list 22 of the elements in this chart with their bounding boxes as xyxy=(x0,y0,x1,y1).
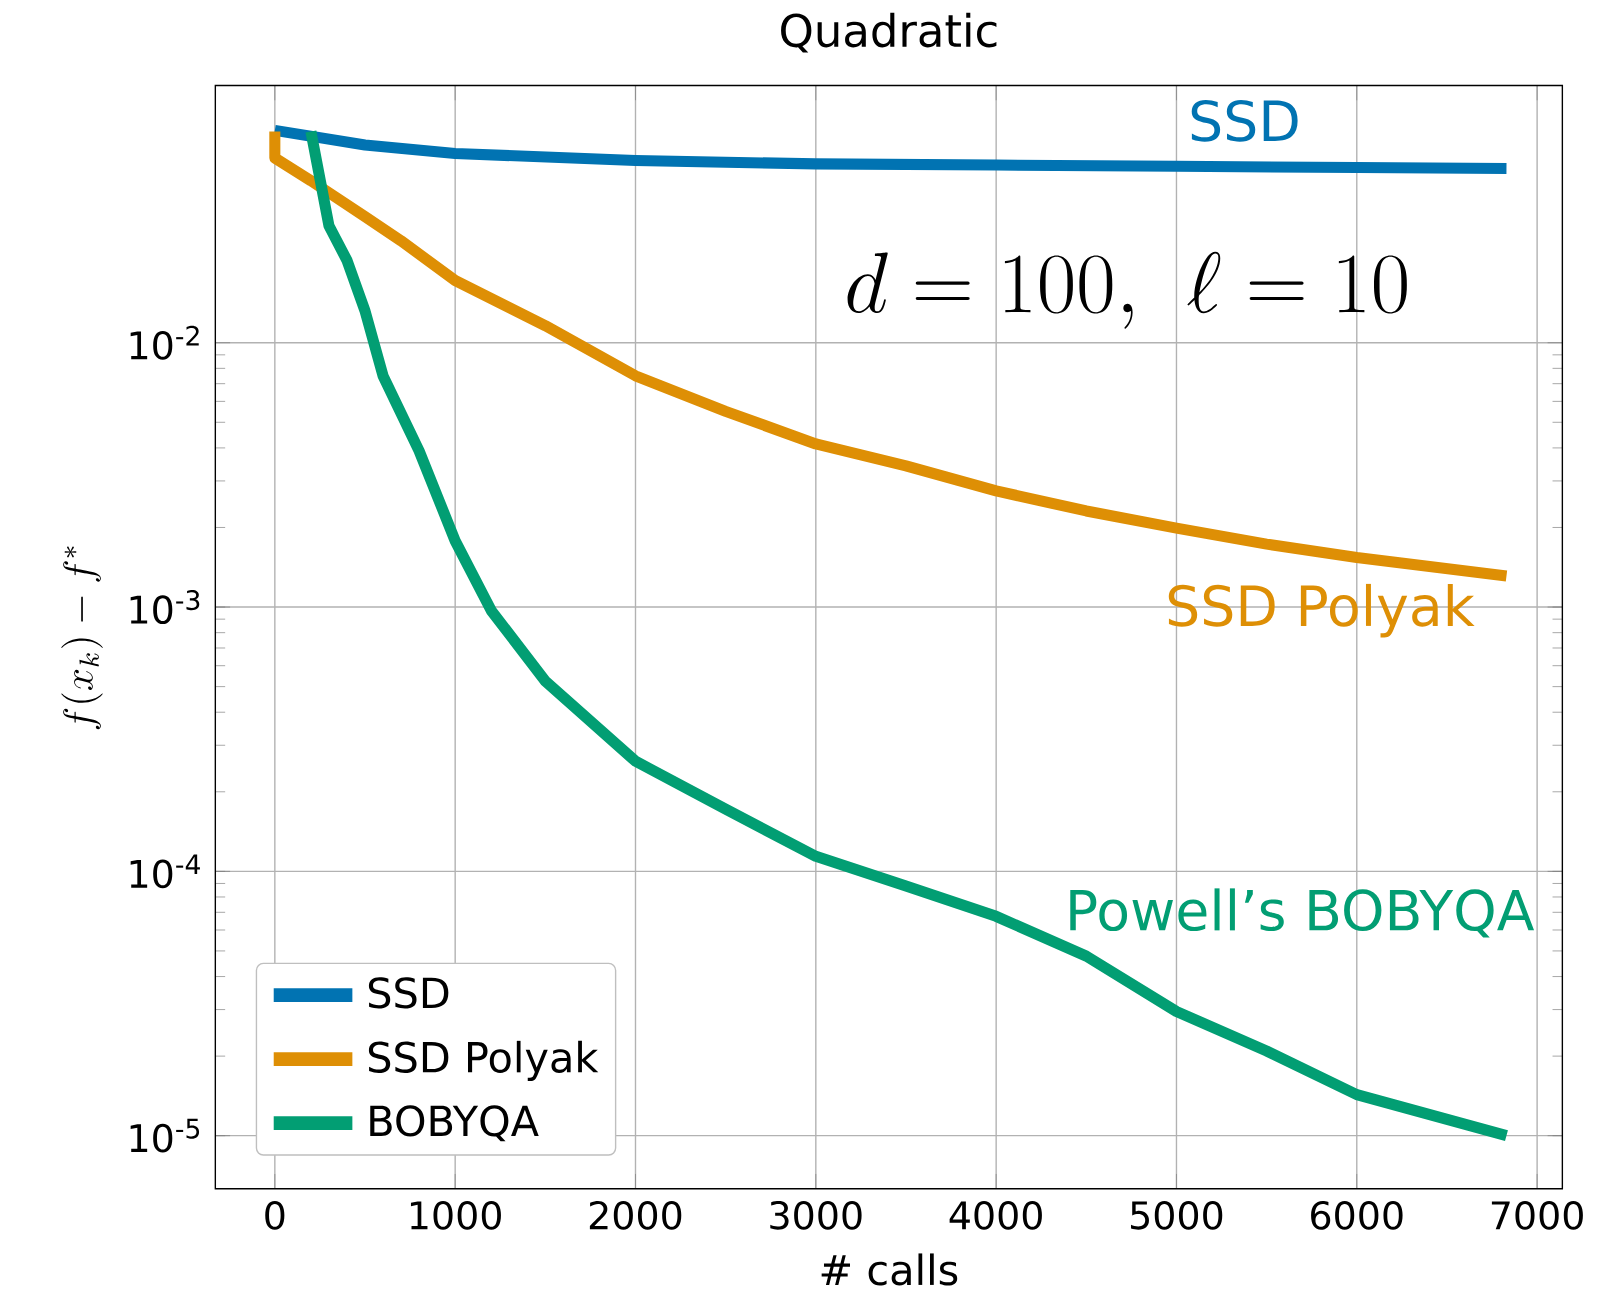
y-tick-label: 10$^{-4}$ xyxy=(130,854,200,889)
x-tick-label: 3000 xyxy=(770,1201,862,1230)
x-tick-label: 6000 xyxy=(1311,1201,1403,1230)
legend-label: SSD xyxy=(368,977,449,1009)
annotation: $d = 100,\ \ell = 10$ xyxy=(847,251,1407,329)
x-tick-label: 2000 xyxy=(589,1201,682,1230)
x-tick-label: 5000 xyxy=(1131,1201,1223,1230)
legend-label: SSD Polyak xyxy=(368,1040,599,1082)
chart-title: Quadratic xyxy=(781,12,997,53)
x-tick-label: 4000 xyxy=(949,1201,1042,1230)
annotation: SSD Polyak xyxy=(1168,584,1475,638)
y-tick-label: 10$^{-3}$ xyxy=(130,590,200,625)
x-tick-label: 0 xyxy=(265,1201,285,1230)
y-tick-label: 10$^{-5}$ xyxy=(130,1118,200,1153)
y-axis-title: $f(x_k) - f^*$ xyxy=(61,546,103,730)
y-tick-label: 10$^{-2}$ xyxy=(130,325,199,360)
x-axis-title: # calls xyxy=(821,1253,958,1286)
legend-label: BOBYQA xyxy=(370,1105,539,1142)
annotation: Powell’s BOBYQA xyxy=(1070,888,1535,938)
annotation: SSD xyxy=(1191,100,1298,142)
x-tick-label: 7000 xyxy=(1491,1201,1583,1230)
x-tick-label: 1000 xyxy=(410,1201,501,1230)
